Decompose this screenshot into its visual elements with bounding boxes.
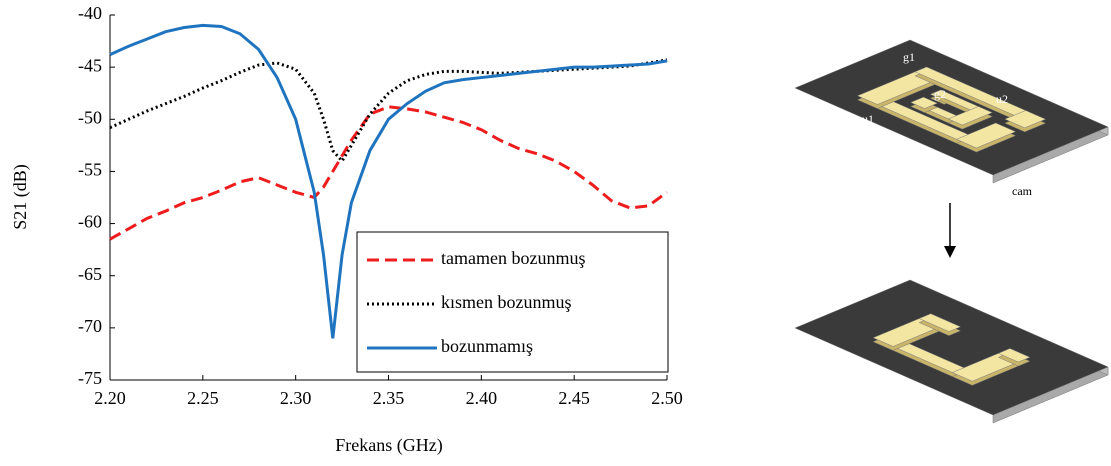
- x-tick-label: 2.25: [187, 388, 219, 408]
- y-tick-label: -60: [78, 212, 102, 232]
- legend-label: tamamen bozunmuş: [441, 248, 585, 268]
- y-tick-label: -70: [78, 316, 102, 336]
- diagram: cam g1 g2 y u1 u2: [795, 37, 1108, 423]
- x-tick-label: 2.35: [373, 388, 405, 408]
- legend-label: kısmen bozunmuş: [441, 292, 572, 312]
- x-tick-label: 2.50: [651, 388, 683, 408]
- x-tick-label: 2.45: [558, 388, 590, 408]
- y-axis-label: S21 (dB): [10, 164, 31, 230]
- figure: Frekans (GHz) S21 (dB) cam g1 g2 y u1 u2 -75…: [0, 0, 1111, 466]
- series-line: [110, 60, 667, 161]
- label-y: y: [996, 37, 1002, 51]
- arrow-head: [944, 246, 956, 258]
- label-cam: cam: [1012, 184, 1033, 198]
- label-u1: u1: [862, 112, 874, 126]
- x-tick-label: 2.30: [280, 388, 312, 408]
- legend-label: bozunmamış: [441, 336, 533, 356]
- label-g1: g1: [903, 50, 915, 64]
- label-u2: u2: [996, 92, 1008, 106]
- y-tick-label: -40: [78, 3, 102, 23]
- x-tick-label: 2.40: [466, 388, 498, 408]
- x-axis-label: Frekans (GHz): [335, 435, 442, 456]
- y-tick-label: -45: [78, 55, 102, 75]
- x-tick-label: 2.20: [94, 388, 126, 408]
- y-tick-label: -55: [78, 160, 102, 180]
- label-g2: g2: [934, 87, 946, 101]
- y-tick-label: -65: [78, 264, 102, 284]
- series-line: [110, 107, 667, 239]
- y-tick-label: -75: [78, 368, 102, 388]
- y-tick-label: -50: [78, 107, 102, 127]
